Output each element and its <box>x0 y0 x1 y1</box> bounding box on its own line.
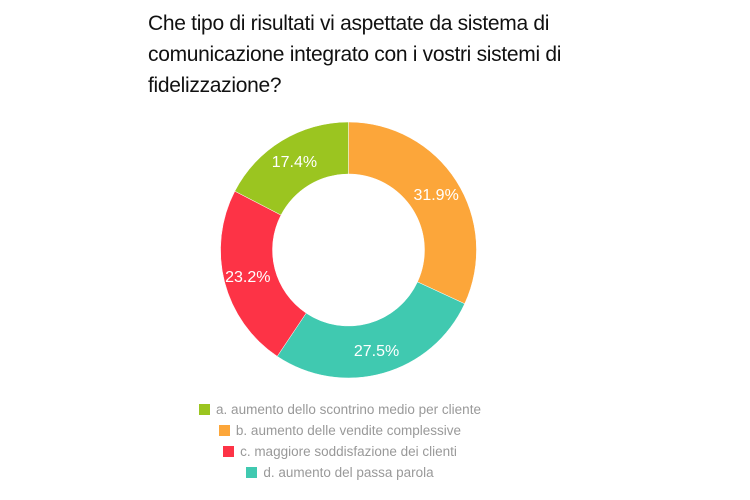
slice-b <box>348 121 477 305</box>
slice-label: 17.4% <box>272 154 317 171</box>
legend-swatch <box>246 467 258 478</box>
legend: a. aumento dello scontrino medio per cli… <box>0 399 700 483</box>
legend-label: b. aumento delle vendite complessive <box>235 423 462 438</box>
legend-item: d. aumento del passa parola <box>0 462 680 483</box>
chart-title: Che tipo di risultati vi aspettate da si… <box>148 12 562 97</box>
legend-swatch <box>199 404 211 415</box>
legend-swatch <box>218 425 230 436</box>
legend-swatch <box>223 446 235 457</box>
legend-label: d. aumento del passa parola <box>263 465 434 480</box>
slice-label: 23.2% <box>225 269 270 286</box>
slice-d <box>276 281 465 379</box>
slice-a <box>234 121 349 216</box>
slice-label: 31.9% <box>413 187 458 204</box>
legend-label: a. aumento dello scontrino medio per cli… <box>216 402 481 417</box>
slice-label: 27.5% <box>354 343 399 360</box>
legend-item: a. aumento dello scontrino medio per cli… <box>0 399 680 420</box>
legend-item: c. maggiore soddisfazione dei clienti <box>0 441 680 462</box>
legend-item: b. aumento delle vendite complessive <box>0 420 680 441</box>
legend-label: c. maggiore soddisfazione dei clienti <box>240 444 457 459</box>
